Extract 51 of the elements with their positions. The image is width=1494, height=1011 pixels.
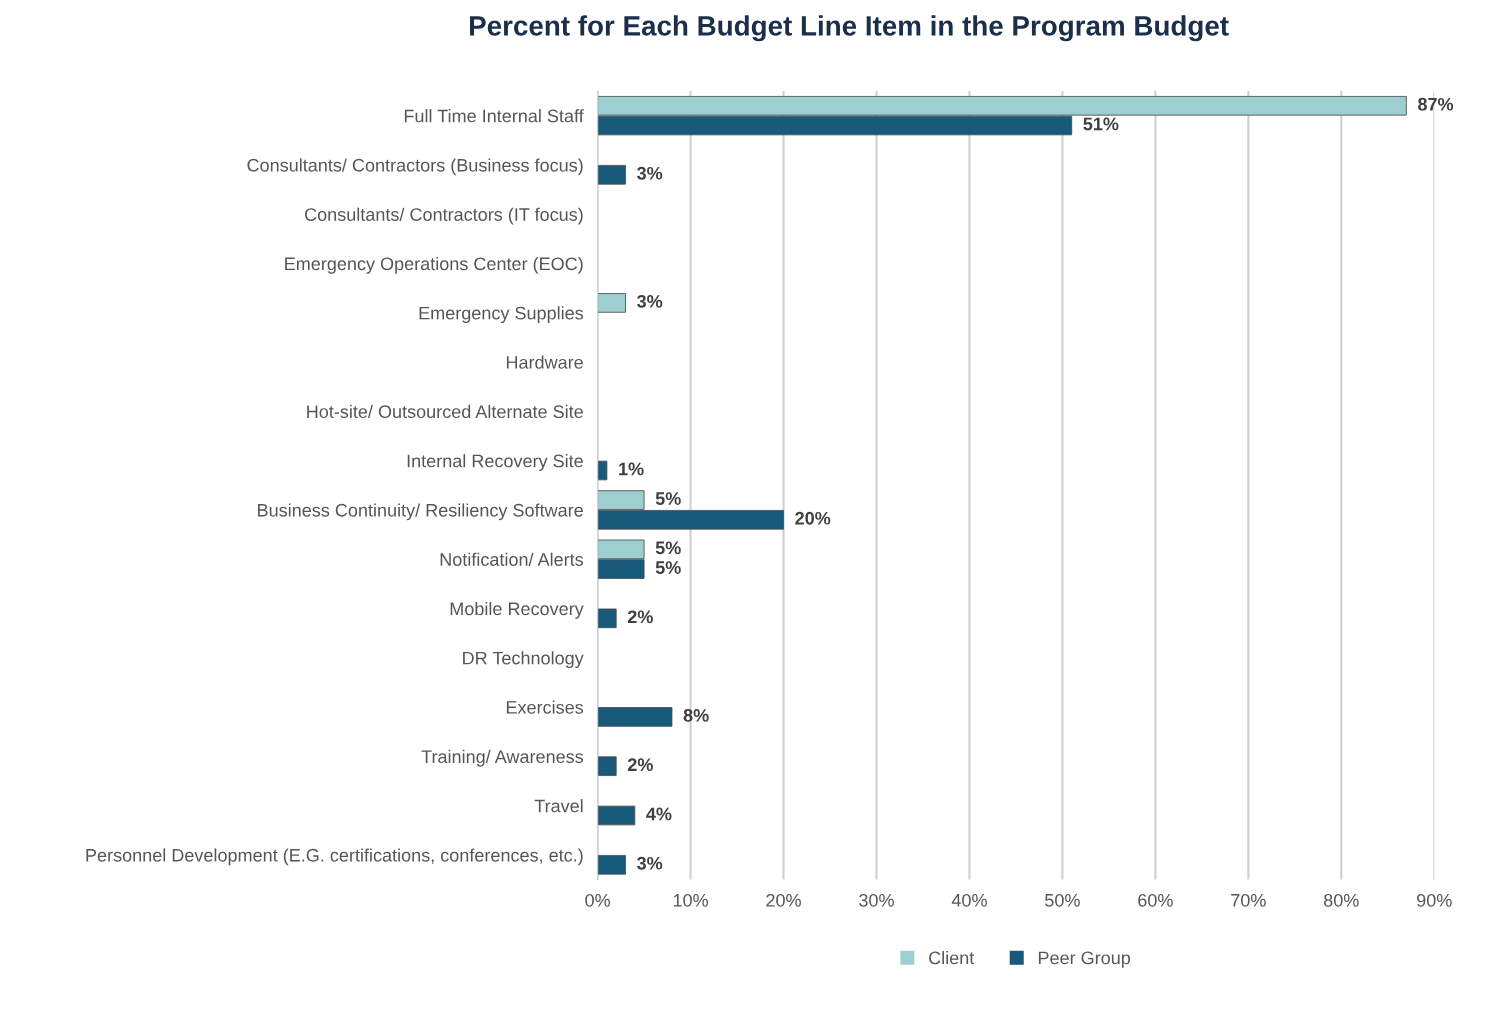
- data-label: 8%: [683, 708, 709, 722]
- x-tick-label: 10%: [673, 893, 708, 907]
- data-label: 3%: [637, 294, 663, 308]
- data-label: 1%: [619, 462, 644, 476]
- data-label: 2%: [627, 610, 653, 624]
- data-label: 3%: [637, 856, 663, 870]
- bar: [597, 805, 636, 826]
- x-tick-label: 20%: [766, 893, 801, 907]
- x-tick-label: 40%: [951, 893, 987, 907]
- data-label: 87%: [1418, 97, 1454, 111]
- y-tick-label: Personnel Development (E.G. certifications, conferences, etc.): [86, 848, 583, 866]
- y-tick-label: Hardware: [506, 355, 583, 369]
- bar: [597, 855, 626, 875]
- y-tick-label: Business Continuity/ Resiliency Software: [258, 503, 583, 521]
- y-tick-label: Emergency Supplies: [419, 306, 584, 324]
- data-label: 5%: [655, 541, 681, 555]
- y-tick-label: Consultants/ Contractors (IT focus): [305, 207, 583, 225]
- x-tick-label: 90%: [1417, 893, 1452, 907]
- bar: [597, 164, 626, 185]
- y-tick-label: DR Technology: [463, 651, 584, 669]
- bar: [597, 293, 626, 313]
- y-tick-label: Full Time Internal Staff: [404, 109, 584, 123]
- y-tick-label: Mobile Recovery: [450, 601, 584, 619]
- data-label: 4%: [646, 807, 672, 821]
- bar: [597, 756, 617, 776]
- y-tick-label: Training/ Awareness: [421, 749, 584, 767]
- data-label: 3%: [637, 166, 663, 180]
- data-label: 51%: [1083, 117, 1119, 131]
- y-tick-label: Travel: [534, 799, 583, 813]
- y-tick-label: Notification/ Alerts: [440, 552, 584, 566]
- y-tick-label: Emergency Operations Center (EOC): [285, 256, 583, 274]
- data-label: 5%: [655, 561, 681, 574]
- y-tick-label: Consultants/ Contractors (Business focus): [247, 158, 583, 176]
- x-tick-label: 30%: [859, 893, 894, 907]
- bar: [597, 707, 673, 727]
- x-tick-label: 60%: [1138, 893, 1173, 907]
- legend-label: Client: [929, 951, 975, 965]
- x-tick-label: 70%: [1231, 893, 1266, 907]
- y-tick-label: Internal Recovery Site: [407, 454, 583, 471]
- data-label: 5%: [655, 492, 681, 505]
- x-tick-label: 80%: [1324, 893, 1359, 907]
- y-tick-label: Hot-site/ Outsourced Alternate Site: [307, 404, 583, 419]
- data-label: 20%: [795, 511, 831, 525]
- legend-label: Peer Group: [1038, 951, 1131, 968]
- x-tick-label: 50%: [1045, 893, 1080, 907]
- x-tick-label: 0%: [585, 893, 611, 907]
- y-tick-label: Exercises: [506, 700, 584, 714]
- bar: [597, 608, 617, 629]
- data-label: 2%: [627, 758, 653, 772]
- chart-title: Percent for Each Budget Line Item in the Program Budget: [470, 15, 1229, 42]
- bar: [597, 460, 608, 481]
